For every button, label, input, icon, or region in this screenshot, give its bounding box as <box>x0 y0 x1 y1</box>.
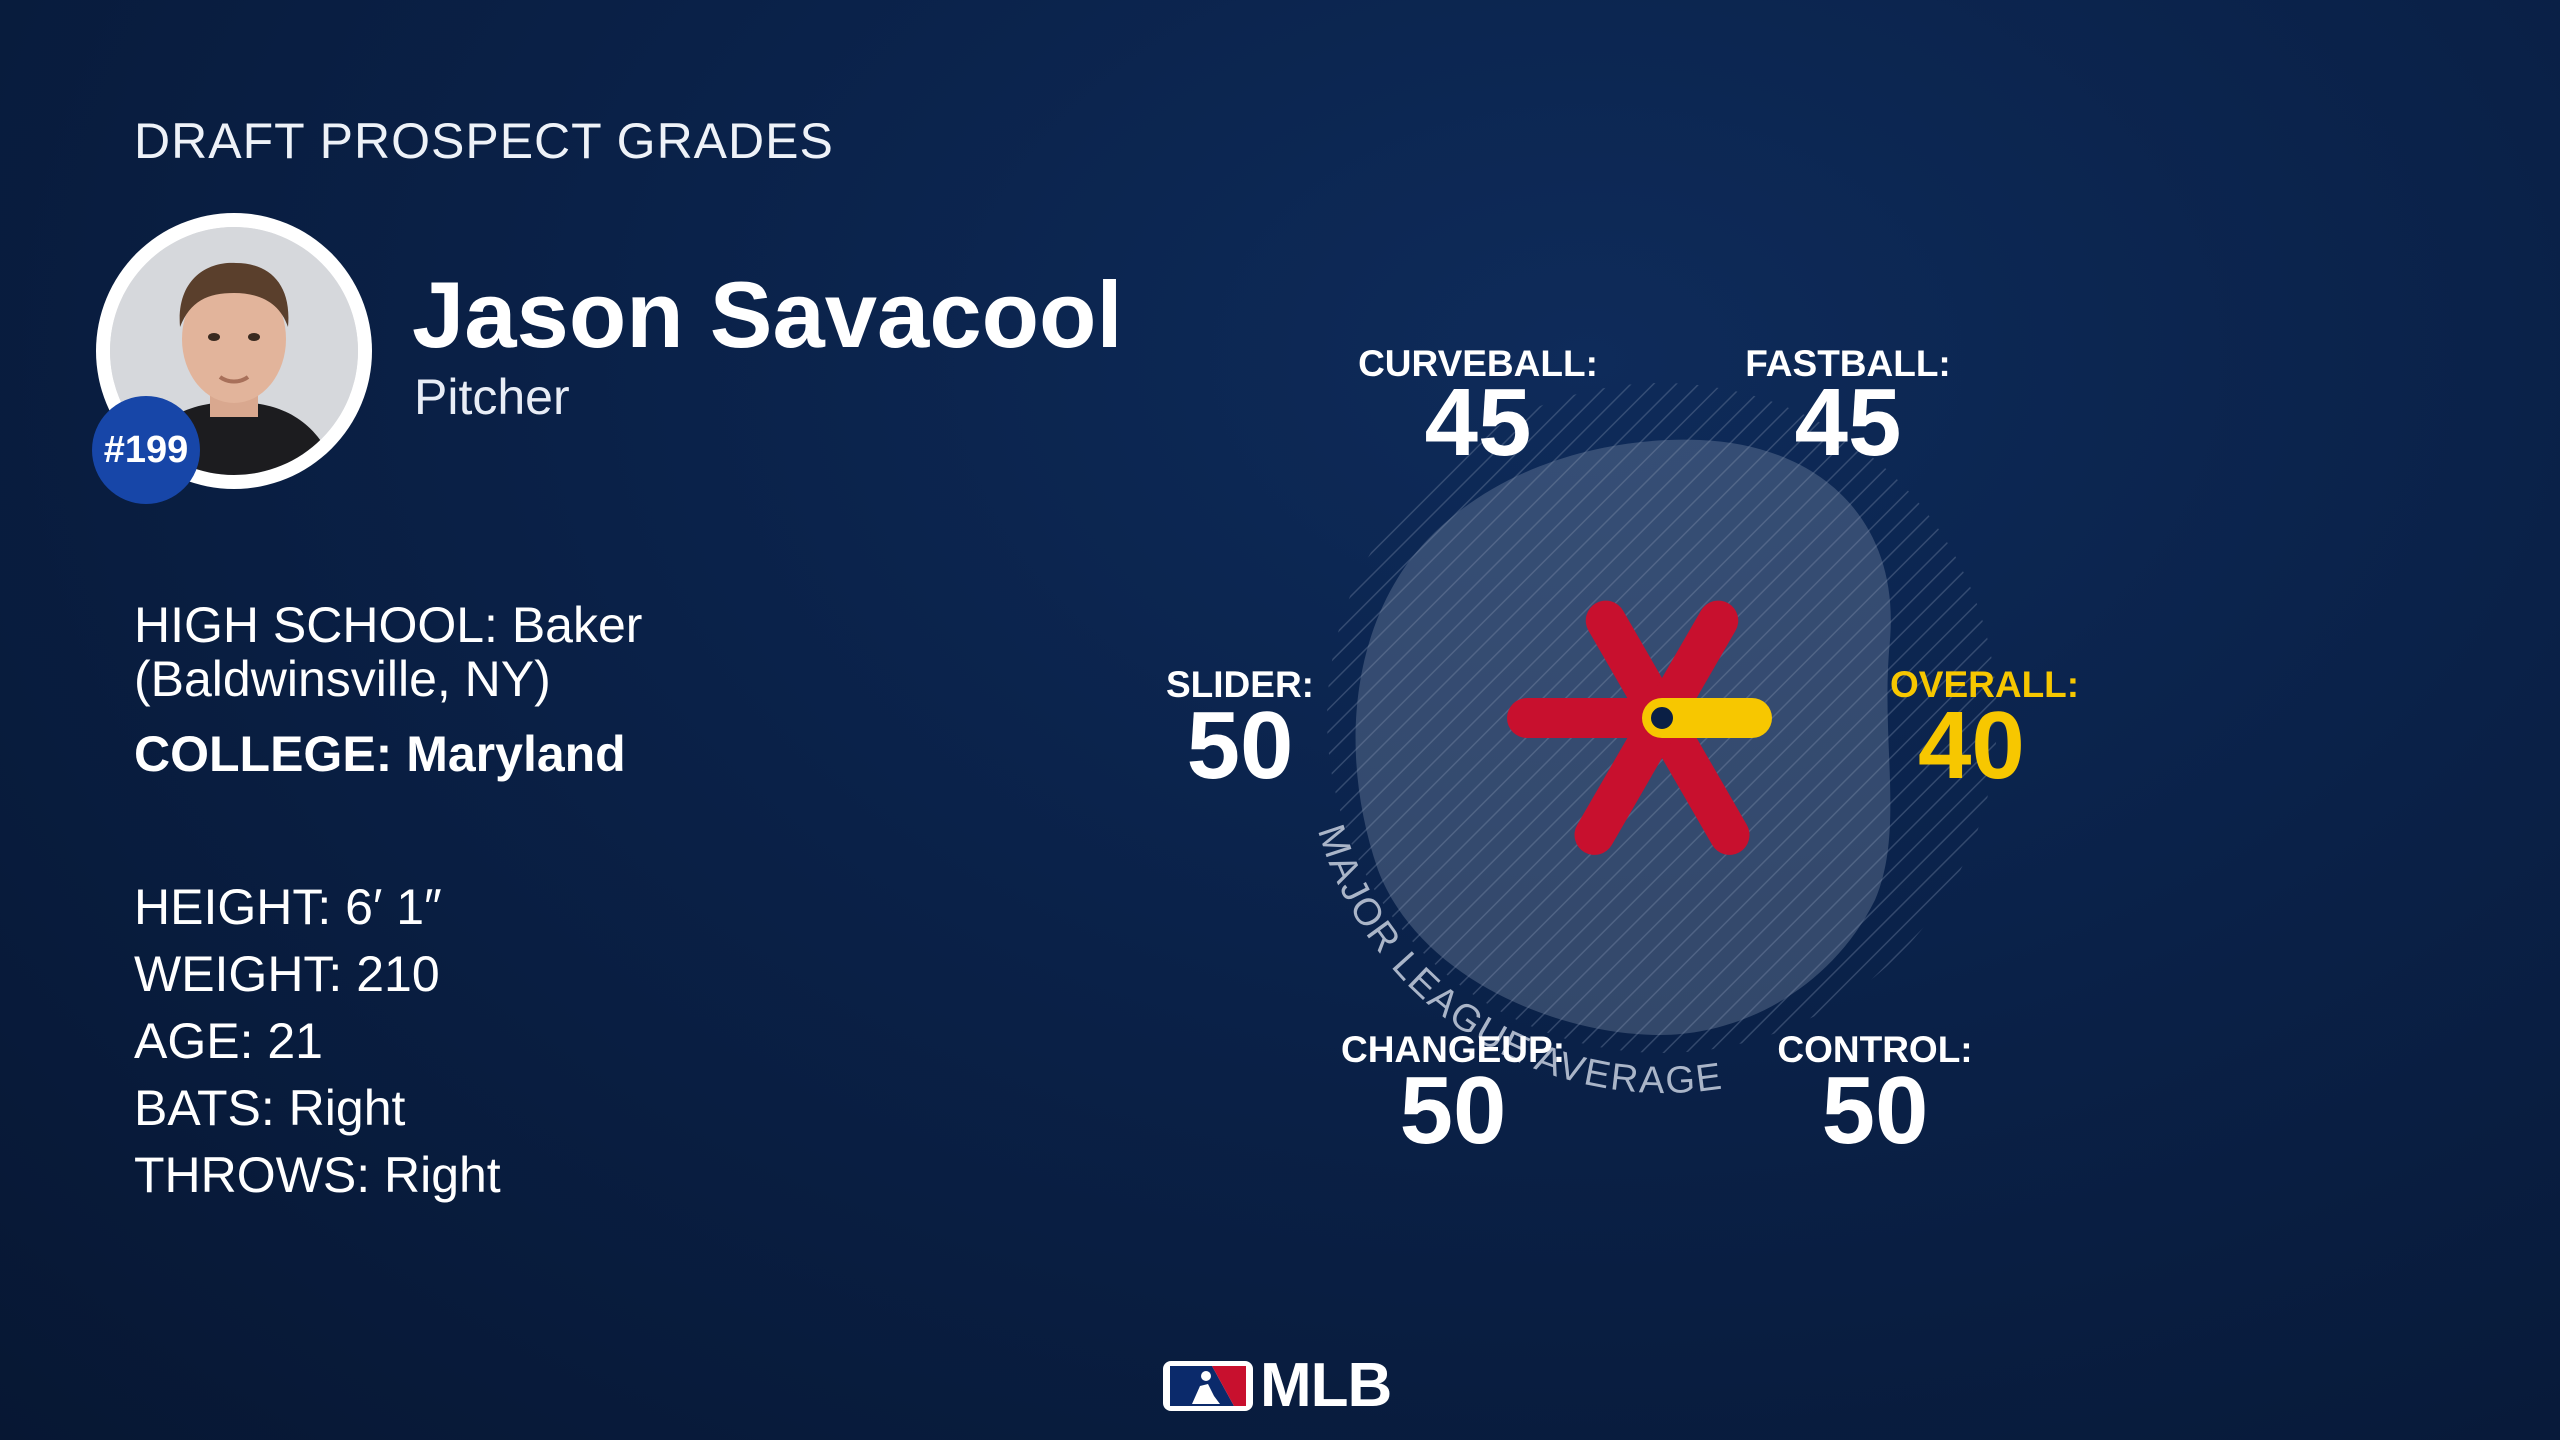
label-fastball: FASTBALL: <box>1745 343 1951 384</box>
value-curveball: 45 <box>1425 369 1532 476</box>
high-school-line: HIGH SCHOOL: Baker <box>134 597 643 653</box>
label-overall: OVERALL: <box>1890 664 2079 705</box>
grade-spokes <box>1507 600 1772 855</box>
label-changeup: CHANGEUP: <box>1341 1029 1565 1070</box>
player-position: Pitcher <box>414 369 570 425</box>
value-overall: 40 <box>1918 692 2025 799</box>
section-title: DRAFT PROSPECT GRADES <box>134 113 834 169</box>
stat-weight: WEIGHT: 210 <box>134 946 440 1002</box>
mlb-logo-icon <box>1163 1361 1253 1411</box>
high-school: HIGH SCHOOL: Baker (Baldwinsville, NY) <box>134 598 834 706</box>
grade-labels: CURVEBALL:45FASTBALL:45OVERALL:40CONTROL… <box>1166 343 2079 1164</box>
center-hub <box>1643 699 1681 737</box>
value-changeup: 50 <box>1400 1057 1507 1164</box>
label-control: CONTROL: <box>1777 1029 1972 1070</box>
mlb-logo-text: MLB <box>1260 1351 1392 1420</box>
stat-bats: BATS: Right <box>134 1080 406 1136</box>
value-fastball: 45 <box>1795 369 1902 476</box>
stat-age: AGE: 21 <box>134 1013 323 1069</box>
label-slider: SLIDER: <box>1166 664 1314 705</box>
player-stats: HEIGHT: 6′ 1″ WEIGHT: 210 AGE: 21 BATS: … <box>134 874 501 1209</box>
value-slider: 50 <box>1187 692 1294 799</box>
stat-height: HEIGHT: 6′ 1″ <box>134 879 442 935</box>
player-name: Jason Savacool <box>412 262 1123 367</box>
rank-badge: #199 <box>92 396 200 504</box>
mlb-logo: MLB <box>1162 1351 1392 1420</box>
label-curveball: CURVEBALL: <box>1358 343 1598 384</box>
value-control: 50 <box>1822 1057 1929 1164</box>
college: COLLEGE: Maryland <box>134 726 626 782</box>
high-school-location: (Baldwinsville, NY) <box>134 651 551 707</box>
stat-throws: THROWS: Right <box>134 1147 501 1203</box>
